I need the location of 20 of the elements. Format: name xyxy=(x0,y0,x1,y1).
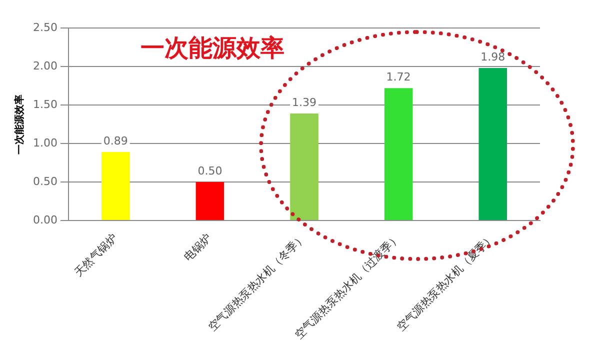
bar xyxy=(196,182,224,220)
bar xyxy=(290,113,318,220)
bar xyxy=(478,68,507,220)
y-tick-label: 0.50 xyxy=(32,174,58,188)
chart-title: 一次能源效率 xyxy=(140,34,284,62)
data-label: 1.98 xyxy=(480,50,506,64)
data-label: 1.72 xyxy=(386,70,411,84)
data-label: 0.50 xyxy=(198,164,222,178)
y-axis-title: 一次能源效率 xyxy=(14,94,26,154)
y-tick-label: 1.00 xyxy=(32,136,58,150)
data-label: 1.39 xyxy=(292,96,316,109)
y-tick-label: 2.00 xyxy=(32,59,58,72)
y-tick-label: 0.00 xyxy=(32,213,58,226)
bar xyxy=(102,152,130,220)
data-label: 0.89 xyxy=(103,134,128,148)
bar xyxy=(384,88,413,220)
x-tick-label: 天然气锅炉 xyxy=(72,231,120,280)
y-tick-label: 2.50 xyxy=(32,20,58,34)
x-tick-label: 电锅炉 xyxy=(182,231,214,264)
y-tick-label: 1.50 xyxy=(32,98,58,111)
